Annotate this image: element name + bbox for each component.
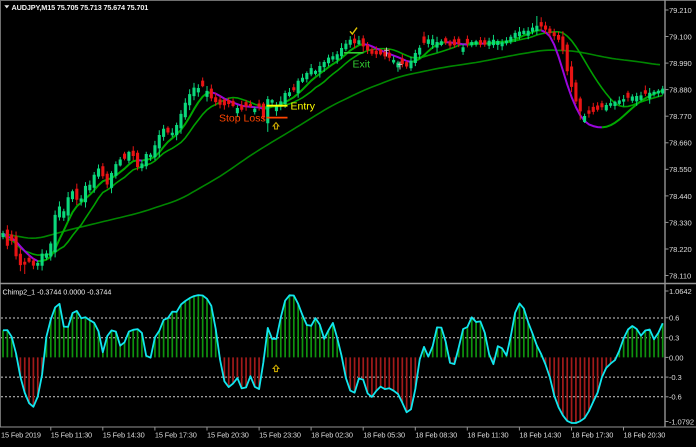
svg-text:15 Feb 20:30: 15 Feb 20:30 <box>207 431 249 440</box>
svg-text:78.440: 78.440 <box>669 192 692 201</box>
svg-text:18 Feb 05:30: 18 Feb 05:30 <box>363 431 405 440</box>
svg-text:0.3: 0.3 <box>669 334 679 343</box>
svg-text:15 Feb 17:30: 15 Feb 17:30 <box>155 431 197 440</box>
svg-text:18 Feb 11:30: 18 Feb 11:30 <box>467 431 508 440</box>
svg-text:78.770: 78.770 <box>669 112 692 121</box>
svg-text:Exit: Exit <box>353 58 371 70</box>
svg-text:15 Feb 23:30: 15 Feb 23:30 <box>259 431 301 440</box>
svg-text:79.100: 79.100 <box>669 32 692 41</box>
svg-text:0.6: 0.6 <box>669 314 679 323</box>
svg-text:-0.6: -0.6 <box>669 393 682 402</box>
svg-text:18 Feb 14:30: 18 Feb 14:30 <box>519 431 561 440</box>
svg-text:18 Feb 02:30: 18 Feb 02:30 <box>311 431 353 440</box>
svg-text:78.990: 78.990 <box>669 59 692 68</box>
svg-text:15 Feb 11:30: 15 Feb 11:30 <box>51 431 92 440</box>
svg-text:15 Feb 14:30: 15 Feb 14:30 <box>103 431 145 440</box>
svg-text:78.330: 78.330 <box>669 218 692 227</box>
svg-text:0.00: 0.00 <box>669 353 683 362</box>
svg-text:Entry: Entry <box>291 100 316 112</box>
svg-text:78.660: 78.660 <box>669 139 692 148</box>
svg-text:1.0642: 1.0642 <box>669 287 692 296</box>
svg-text:79.210: 79.210 <box>669 6 692 15</box>
svg-text:-0.3: -0.3 <box>669 373 682 382</box>
svg-text:AUDJPY,M15 75.705 75.713 75.6: AUDJPY,M15 75.705 75.713 75.674 75.701 <box>12 3 149 12</box>
svg-text:18 Feb 20:30: 18 Feb 20:30 <box>624 431 666 440</box>
svg-text:-1.0792: -1.0792 <box>669 417 694 426</box>
svg-text:18 Feb 17:30: 18 Feb 17:30 <box>572 431 614 440</box>
svg-text:15 Feb 2019: 15 Feb 2019 <box>1 431 41 440</box>
svg-text:78.880: 78.880 <box>669 86 692 95</box>
svg-text:Chimp2_1 -0.3744 0.0000 -0.374: Chimp2_1 -0.3744 0.0000 -0.3744 <box>3 288 112 297</box>
svg-text:78.110: 78.110 <box>669 271 691 280</box>
svg-text:Stop Loss: Stop Loss <box>219 112 266 124</box>
svg-text:78.550: 78.550 <box>669 165 692 174</box>
svg-text:18 Feb 08:30: 18 Feb 08:30 <box>415 431 457 440</box>
svg-text:78.220: 78.220 <box>669 245 692 254</box>
